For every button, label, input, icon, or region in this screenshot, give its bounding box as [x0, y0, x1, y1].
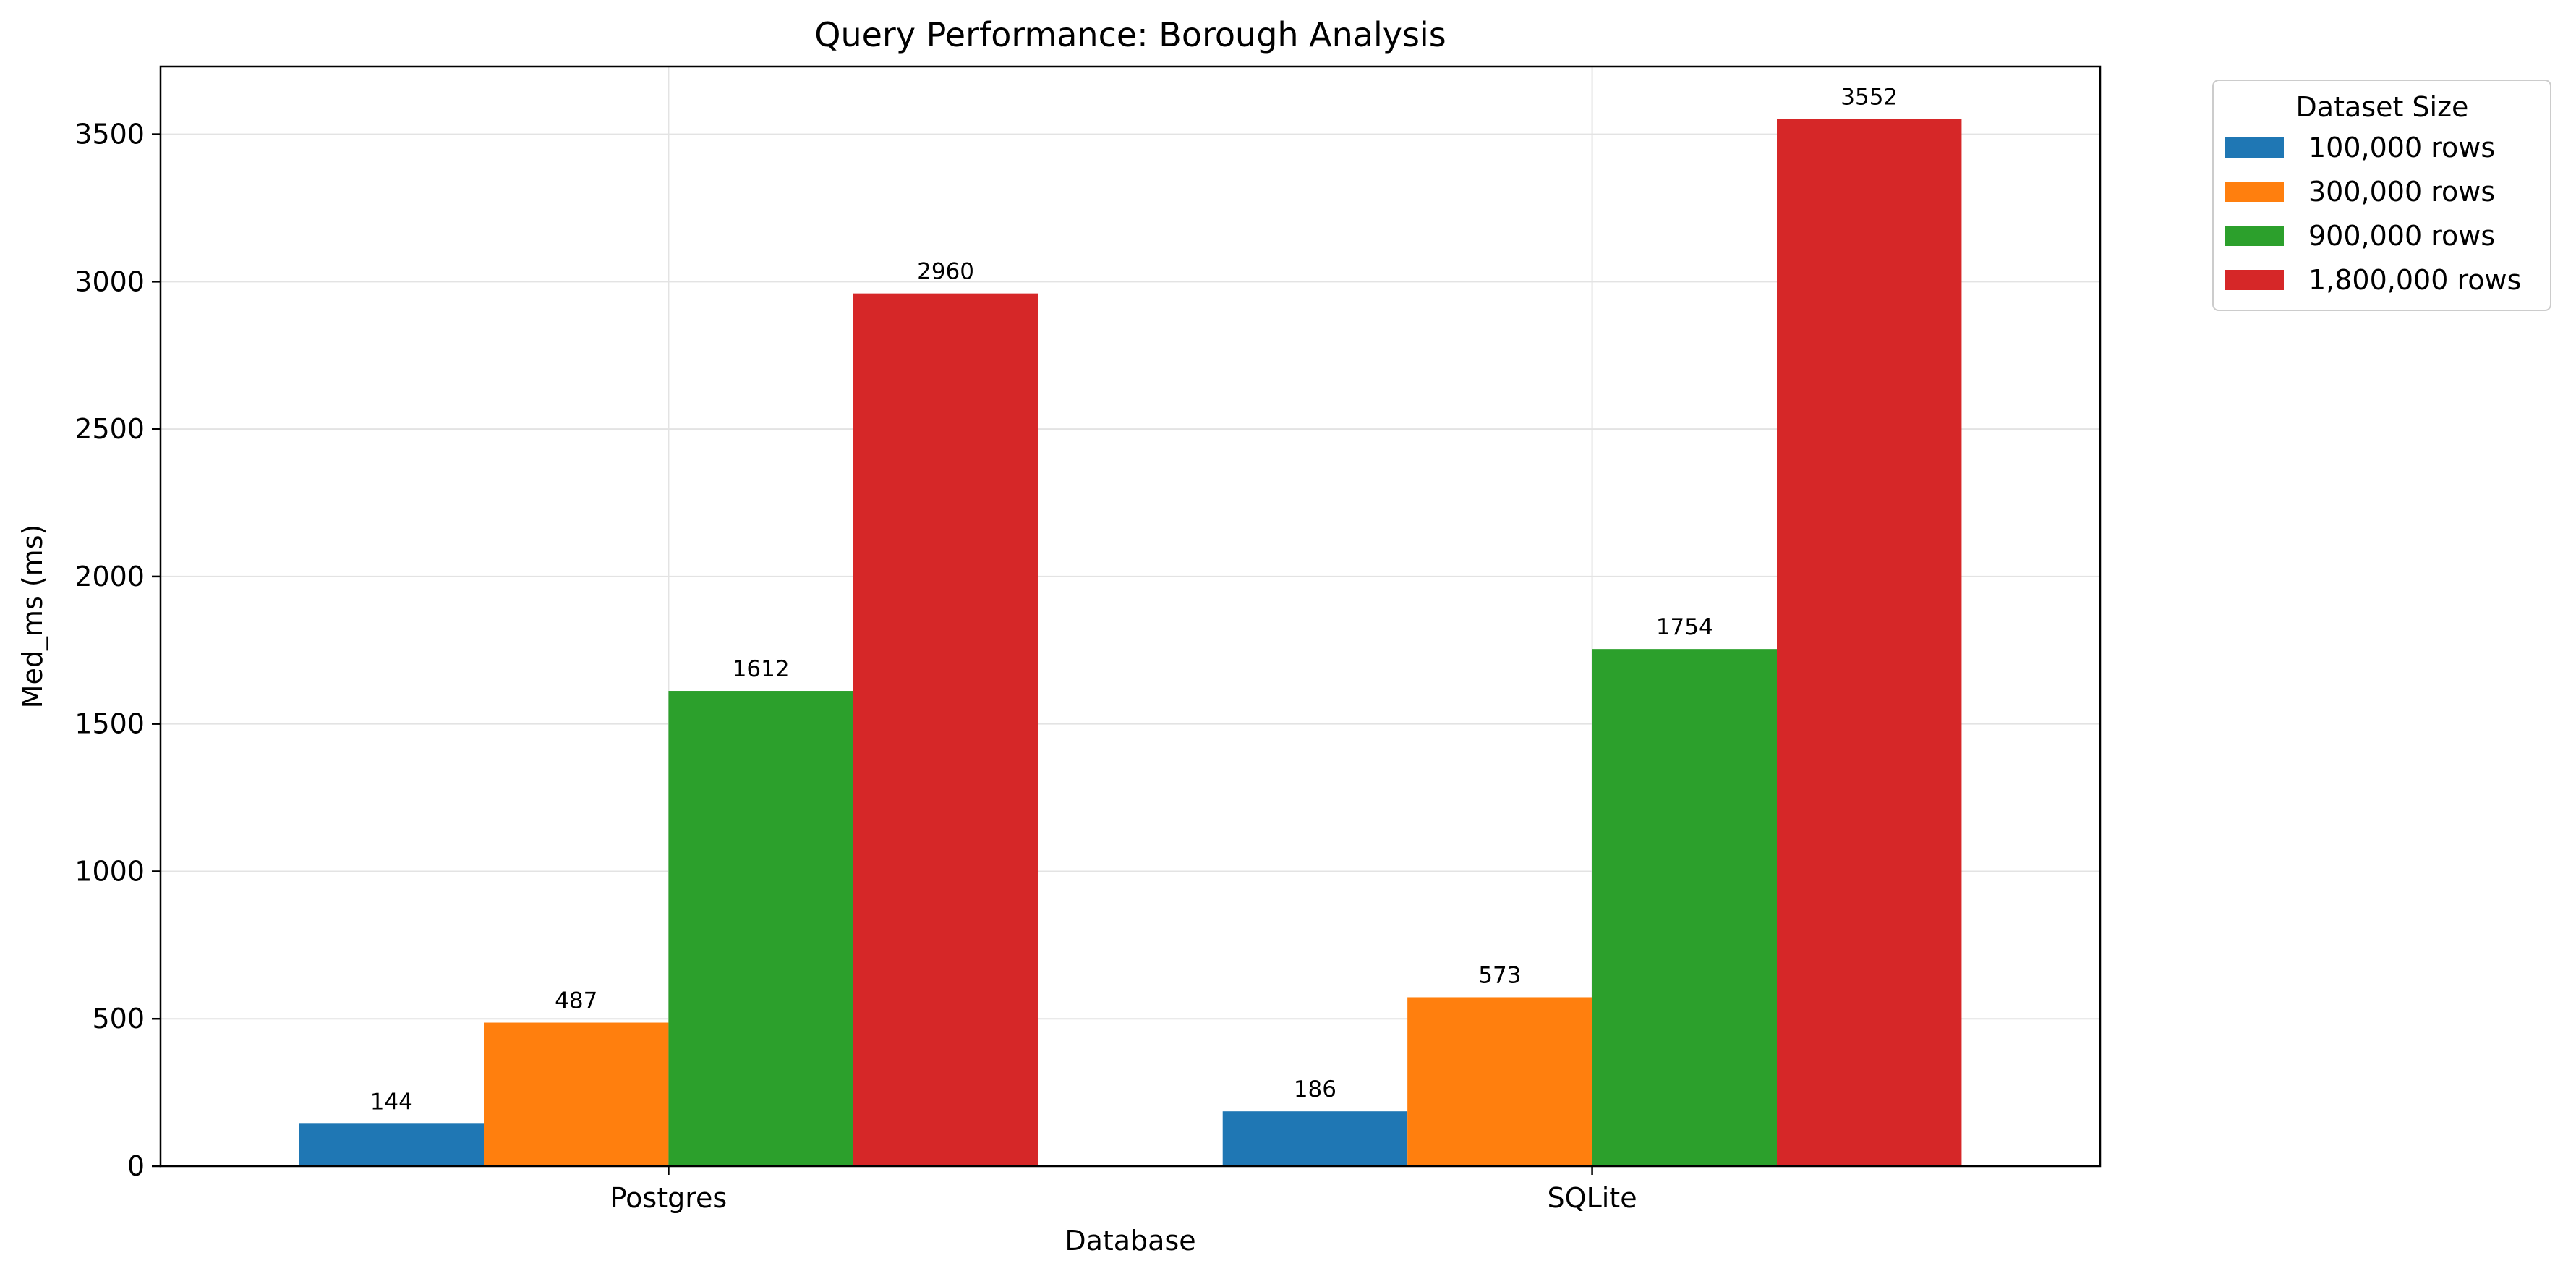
x-axis-label: Database — [1065, 1225, 1195, 1257]
data-label: 2960 — [917, 259, 974, 285]
data-label: 1754 — [1656, 614, 1713, 640]
bar — [1592, 649, 1777, 1166]
y-tick-label: 3500 — [74, 119, 145, 150]
y-tick-label: 2500 — [74, 413, 145, 445]
axes: 0 500 1000 1500 2000 2500 3000 3500 Postgres SQLi… — [74, 119, 1637, 1214]
legend-swatch — [2225, 270, 2284, 290]
legend-swatch — [2225, 182, 2284, 202]
bar — [668, 691, 853, 1166]
legend-label: 100,000 rows — [2308, 132, 2495, 163]
y-tick-label: 1000 — [74, 855, 145, 887]
legend-swatch — [2225, 137, 2284, 158]
x-tick-label: Postgres — [610, 1182, 728, 1214]
bar — [1777, 119, 1962, 1166]
legend-label: 900,000 rows — [2308, 220, 2495, 252]
bar — [299, 1123, 484, 1166]
bar — [484, 1022, 669, 1166]
data-labels: 144 186 487 573 1612 1754 2960 3552 — [370, 84, 1898, 1115]
y-axis-label: Med_ms (ms) — [17, 524, 48, 709]
plot-frame — [159, 65, 2102, 1168]
data-label: 144 — [370, 1089, 413, 1115]
data-label: 186 — [1294, 1076, 1336, 1102]
legend-swatch — [2225, 226, 2284, 246]
legend-items: 100,000 rows 300,000 rows 900,000 rows 1,80… — [2225, 132, 2521, 296]
bar — [1222, 1111, 1408, 1166]
legend-box — [2212, 80, 2551, 311]
bar — [1407, 997, 1592, 1166]
y-tick-label: 0 — [127, 1150, 145, 1182]
legend: Dataset Size 100,000 rows 300,000 rows 900… — [2212, 80, 2551, 311]
legend-label: 300,000 rows — [2308, 176, 2495, 208]
data-label: 1612 — [733, 656, 790, 682]
y-tick-label: 1500 — [74, 708, 145, 740]
data-label: 487 — [555, 988, 597, 1014]
chart-title: Query Performance: Borough Analysis — [814, 15, 1446, 54]
legend-label: 1,800,000 rows — [2308, 264, 2521, 296]
y-tick-label: 3000 — [74, 265, 145, 297]
bar — [853, 293, 1038, 1167]
y-tick-label: 500 — [92, 1003, 145, 1034]
bars — [299, 119, 1962, 1167]
legend-title: Dataset Size — [2296, 91, 2469, 123]
data-label: 3552 — [1841, 84, 1898, 110]
data-label: 573 — [1478, 962, 1521, 988]
y-tick-label: 2000 — [74, 561, 145, 592]
x-tick-label: SQLite — [1548, 1182, 1637, 1214]
